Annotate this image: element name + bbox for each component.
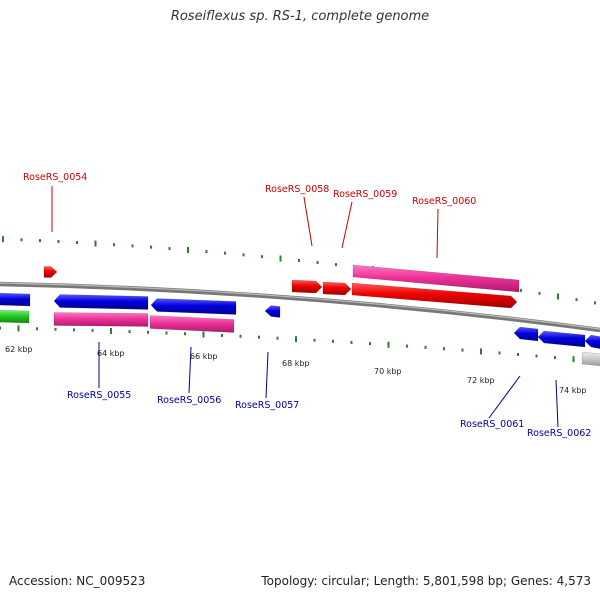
gene-bar-pink	[149, 315, 235, 333]
leader-line	[341, 201, 353, 249]
genome-summary-text: Topology: circular; Length: 5,801,598 bp…	[261, 574, 591, 588]
gene-features	[0, 264, 600, 367]
gene-arrow-blue	[150, 298, 237, 315]
gene-label-roseRS-0058[interactable]: RoseRS_0058	[265, 184, 329, 195]
gene-arrow-green	[0, 309, 30, 324]
scale-tick-labels: 62 kbp 64 kbp 66 kbp 68 kbp 70 kbp 72 kb…	[5, 345, 587, 395]
gene-arrow-blue	[53, 294, 149, 310]
genome-backbone	[0, 281, 600, 333]
gene-label-roseRS-0059[interactable]: RoseRS_0059	[333, 189, 397, 200]
backbone-highlight	[0, 282, 600, 330]
gene-label-roseRS-0057[interactable]: RoseRS_0057	[235, 400, 299, 411]
accession-text: Accession: NC_009523	[9, 574, 146, 588]
scale-tick-label: 70 kbp	[374, 367, 402, 376]
gene-arrow-red	[43, 266, 58, 278]
gene-arrow-red	[291, 279, 323, 294]
gene-bar-pink	[352, 264, 520, 293]
gene-label-roseRS-0056[interactable]: RoseRS_0056	[157, 395, 221, 406]
gene-arrow-red	[322, 281, 352, 296]
leader-line	[436, 208, 439, 259]
scale-tick-label: 68 kbp	[282, 359, 310, 368]
gene-label-roseRS-0061[interactable]: RoseRS_0061	[460, 419, 524, 430]
backbone-line	[0, 281, 600, 333]
gene-label-roseRS-0054[interactable]: RoseRS_0054	[23, 172, 87, 183]
gene-arrow-blue	[537, 330, 586, 348]
scale-tick-label: 72 kbp	[467, 376, 495, 385]
page-title: Roseiflexus sp. RS-1, complete genome	[170, 9, 430, 24]
leader-line	[555, 379, 559, 428]
reverse-gene-labels: RoseRS_0055 RoseRS_0056 RoseRS_0057 Rose…	[67, 390, 591, 439]
gene-arrow-blue	[513, 326, 539, 342]
forward-gene-labels: RoseRS_0054 RoseRS_0058 RoseRS_0059 Rose…	[23, 172, 476, 207]
leader-line	[488, 375, 521, 419]
gene-bar-grey	[581, 351, 600, 367]
gene-arrow-red	[351, 282, 518, 309]
gene-arrow-blue	[0, 292, 31, 307]
gene-label-roseRS-0060[interactable]: RoseRS_0060	[412, 196, 476, 207]
scale-tick-label: 64 kbp	[97, 349, 125, 358]
scale-tick-label: 74 kbp	[559, 386, 587, 395]
gene-arrow-blue	[584, 334, 600, 349]
gene-bar-pink	[53, 312, 149, 327]
leader-line	[265, 351, 269, 399]
leader-line	[188, 346, 192, 394]
label-leader-lines	[51, 186, 559, 428]
gene-label-roseRS-0062[interactable]: RoseRS_0062	[527, 428, 591, 439]
scale-tick-label: 62 kbp	[5, 345, 33, 354]
scale-tick-label: 66 kbp	[190, 352, 218, 361]
gene-arrow-blue	[264, 305, 281, 318]
leader-line	[303, 196, 313, 247]
gene-label-roseRS-0055[interactable]: RoseRS_0055	[67, 390, 131, 401]
